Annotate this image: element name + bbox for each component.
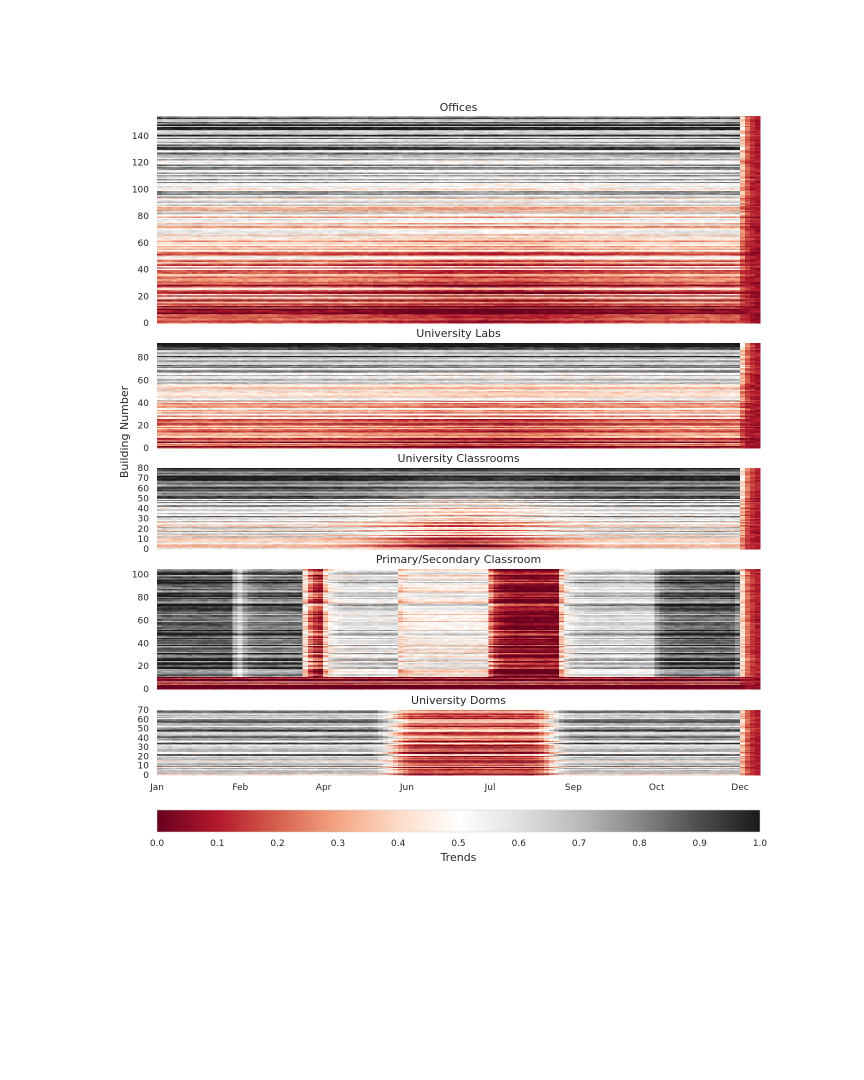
panel-title: Offices [440, 101, 478, 114]
heatmap-cells [157, 116, 761, 323]
y-axis-label: Building Number [118, 385, 131, 478]
